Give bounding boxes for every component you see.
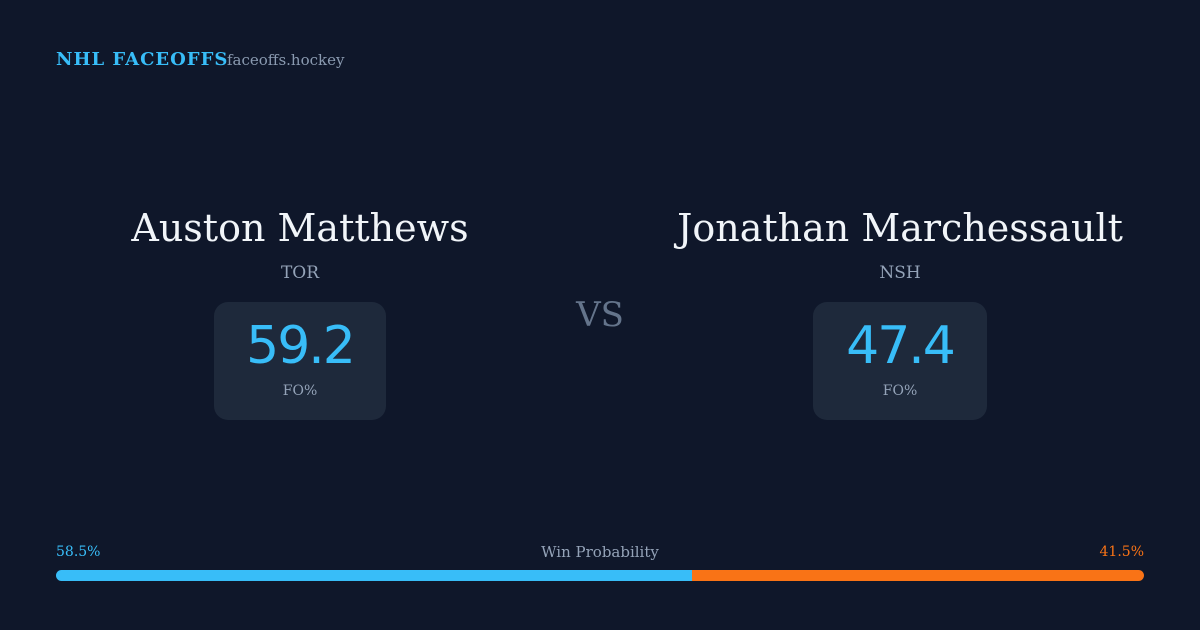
stat-card: 47.4 FO% (813, 302, 987, 420)
site: faceoffs.hockey (227, 51, 345, 69)
win-probability-label: Win Probability (541, 543, 659, 561)
win-pct: 41.5% (1099, 544, 1144, 560)
player-team: TOR (280, 263, 320, 283)
stat-value: 47.4 (846, 316, 956, 376)
player-name: Auston Matthews (131, 206, 469, 250)
stat-card: 59.2 FO% (214, 302, 386, 420)
stat-label: FO% (282, 383, 318, 399)
stat-value: 59.2 (246, 316, 356, 376)
stat-label: FO% (882, 383, 918, 399)
brand: NHL FACEOFFS (56, 49, 229, 70)
probability-bar (56, 570, 1144, 581)
win-pct: 58.5% (56, 544, 101, 560)
player-name: Jonathan Marchessault (677, 206, 1123, 250)
versus: VS (576, 295, 624, 335)
bar-segment (56, 570, 693, 581)
player-team: NSH (879, 263, 921, 283)
bar-segment (692, 570, 1144, 581)
